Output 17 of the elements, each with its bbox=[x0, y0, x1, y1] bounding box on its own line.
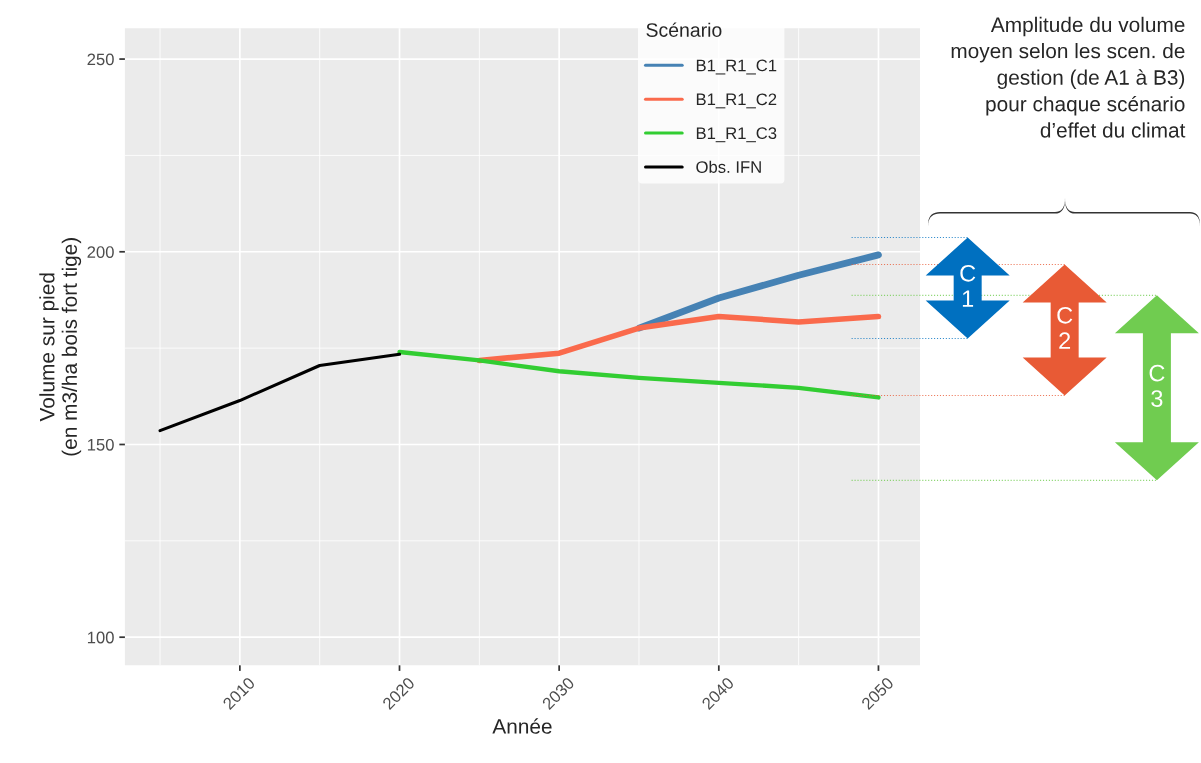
legend-title: Scénario bbox=[646, 22, 722, 37]
ref-line-label: C 1 bbox=[960, 264, 976, 307]
x-axis-title: Année bbox=[492, 718, 552, 734]
y-axis-title: Volume sur pied (en m3/ha bois fort tige) bbox=[39, 238, 82, 456]
legend-label: B1_R1_C3 bbox=[696, 127, 777, 143]
legend-label: B1_R1_C2 bbox=[696, 93, 777, 109]
ref-line-label: C 3 bbox=[1149, 364, 1165, 407]
line-series bbox=[397, 349, 881, 400]
legend-label: Obs. IFN bbox=[696, 160, 761, 173]
text: Amplitude du volume moyen selon les scen. de gestion (de A1 à B3) pour chaque scénario d’effet du climat bbox=[951, 16, 1186, 138]
y-tick-label: 100 bbox=[87, 631, 114, 644]
ref-line-label: C 2 bbox=[1057, 306, 1073, 349]
line-series bbox=[158, 352, 402, 433]
y-tick-label: 150 bbox=[87, 438, 114, 451]
legend-label: B1_R1_C1 bbox=[696, 59, 777, 75]
y-tick-label: 250 bbox=[87, 53, 114, 66]
y-tick-label: 200 bbox=[87, 246, 114, 258]
